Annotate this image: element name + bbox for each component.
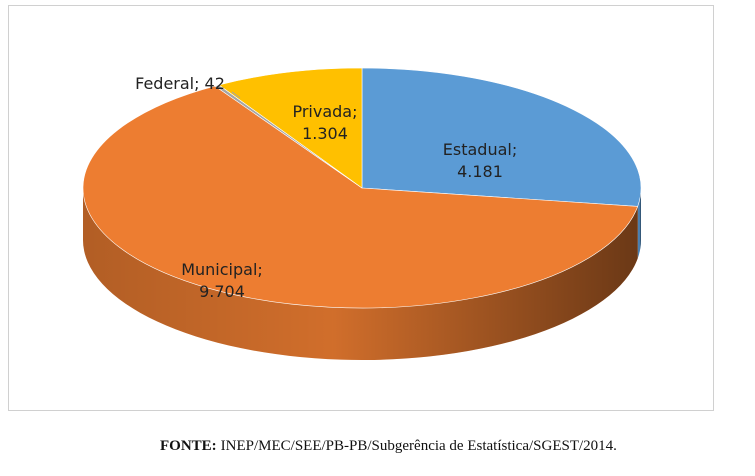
data-label: Municipal; 9.704	[181, 260, 263, 301]
label-separator: ;	[352, 102, 357, 121]
label-value: 4.181	[457, 162, 503, 181]
leader-line	[231, 91, 241, 99]
label-separator: ;	[194, 74, 199, 93]
side-shade	[637, 188, 641, 259]
side-shade	[83, 188, 638, 361]
label-name: Privada	[292, 102, 352, 121]
label-name: Federal	[135, 74, 194, 93]
slice	[361, 67, 642, 207]
label-value: 42	[205, 74, 225, 93]
slice	[218, 67, 363, 189]
source: FONTE: INEP/MEC/SEE/PB-PB/Subgerência de …	[160, 438, 617, 454]
source-text: INEP/MEC/SEE/PB-PB/Subgerência de Estatí…	[221, 438, 617, 454]
data-label: Estadual; 4.181	[443, 140, 517, 181]
label-name: Municipal	[181, 260, 257, 279]
slice	[82, 85, 639, 309]
data-label: Privada; 1.304	[292, 102, 357, 143]
label-separator: ;	[512, 140, 517, 159]
data-label: Federal; 42	[135, 74, 225, 93]
source-label: FONTE:	[160, 438, 217, 454]
label-name: Estadual	[443, 140, 512, 159]
label-value: 1.304	[302, 124, 348, 143]
label-separator: ;	[257, 260, 262, 279]
pie: Estadual; 4.181 Municipal; 9.704 Federal; 42 P…	[82, 67, 642, 361]
label-value: 9.704	[199, 282, 245, 301]
